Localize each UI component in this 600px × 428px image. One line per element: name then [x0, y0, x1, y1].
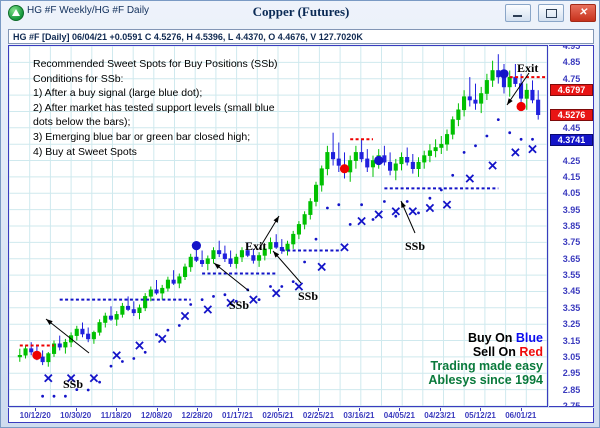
price-tick: 3.65 — [562, 253, 581, 264]
price-axis[interactable]: 4.95 4.85 4.75 4.45 4.25 4.15 4.05 3.95 3.85 3.75… — [549, 45, 594, 407]
buy-signal-dot — [191, 241, 201, 251]
quote-bar: HG #F [Daily] 06/04/21 +0.0591 C 4.5276,… — [8, 29, 594, 44]
chart-label-ssb-2: SSb — [298, 289, 319, 303]
date-tick-mark — [197, 408, 199, 411]
date-tick-label: 10/30/20 — [60, 411, 92, 420]
price-tick: 4.15 — [562, 171, 581, 182]
annotation-condition: dots below the bars); — [33, 116, 131, 129]
price-tick: 3.15 — [562, 335, 581, 346]
price-tick: 2.95 — [562, 368, 581, 379]
date-tick-mark — [278, 408, 279, 411]
date-tick-label: 01/17/21 — [221, 411, 254, 420]
date-axis[interactable]: 10/12/20 10/30/20 11/18/20 12/08/20 12/28/20… — [8, 408, 594, 423]
annotation-arrows — [45, 72, 530, 354]
date-tick-label: 04/23/21 — [424, 411, 456, 420]
price-tick: 3.45 — [562, 286, 581, 297]
date-tick-label: 12/28/20 — [181, 411, 213, 420]
chart-label-ssb-1: SSb — [229, 298, 250, 312]
quote-text: HG #F [Daily] 06/04/21 +0.0591 C 4.5276,… — [13, 32, 363, 42]
date-tick-mark — [439, 408, 441, 411]
price-bars — [17, 54, 541, 367]
date-tick-label: 04/05/21 — [383, 411, 415, 420]
sell-signal-dot — [516, 101, 526, 112]
date-tick-mark — [399, 408, 401, 411]
trade-signal-dots — [32, 69, 526, 360]
price-chart-plot[interactable] — [8, 45, 548, 407]
date-tick-label: 02/05/21 — [262, 411, 294, 420]
price-tick: 3.75 — [562, 237, 581, 248]
price-tick: 4.45 — [562, 122, 581, 133]
price-tick: 2.75 — [562, 401, 581, 407]
page-title: Copper (Futures) — [252, 4, 350, 19]
buy-signal-dot — [499, 69, 509, 79]
chart-label-ssb-3: SSb — [405, 239, 426, 253]
price-tick: 3.85 — [562, 221, 581, 231]
branding-legend: Buy On Blue Sell On Red Trading made eas… — [428, 331, 543, 387]
brand-company: Ablesys since 1994 — [428, 373, 543, 387]
support-level-tag[interactable]: 4.3741 — [550, 134, 593, 147]
chart-label-exit-5: Exit — [517, 61, 539, 75]
date-tick-mark — [75, 408, 77, 411]
chart-label-exit-4: Exit — [245, 239, 267, 253]
date-tick-label: 05/12/21 — [464, 411, 496, 420]
price-tick: 4.75 — [562, 73, 581, 84]
price-tick: 4.85 — [562, 57, 581, 68]
annotation-subheading: Conditions for SSb: — [33, 72, 124, 85]
ablesys-logo-icon — [8, 5, 24, 21]
date-tick-label: 12/08/20 — [141, 411, 173, 420]
sell-signal-dot — [32, 350, 42, 360]
candlestick-chart — [9, 46, 547, 406]
window-controls: ✕ — [503, 4, 596, 22]
price-tick: 4.25 — [562, 155, 581, 166]
price-tick: 4.95 — [562, 45, 581, 51]
stop-level-tag[interactable]: 4.6797 — [550, 84, 593, 97]
price-tick: 3.55 — [562, 270, 581, 281]
last-price-tag[interactable]: 4.5276 — [550, 109, 593, 122]
date-tick-label: 02/25/21 — [302, 411, 335, 420]
annotation-condition: 2) After market has tested support level… — [33, 101, 275, 114]
chart-label-ssb-0: SSb — [63, 377, 84, 391]
annotation-condition: 3) Emerging blue bar or green bar closed… — [33, 131, 251, 143]
price-tick: 3.25 — [562, 319, 581, 330]
date-tick-label: 11/18/20 — [100, 411, 132, 420]
price-tick: 3.05 — [562, 351, 581, 362]
date-tick-mark — [318, 408, 320, 411]
date-tick-mark — [156, 408, 158, 411]
date-tick-mark — [520, 408, 522, 411]
date-tick-mark — [35, 408, 37, 411]
annotation-condition: 1) After a buy signal (large blue dot); — [33, 87, 203, 100]
stop-level-lines — [19, 76, 547, 347]
date-tick-label: 03/16/21 — [343, 411, 375, 420]
brand-tagline: Trading made easy — [430, 359, 543, 373]
price-tick: 4.05 — [562, 188, 581, 199]
window-tab-title: HG #F Weekly/HG #F Daily — [27, 5, 150, 16]
annotation-heading: Recommended Sweet Spots for Buy Position… — [33, 58, 278, 70]
brand-line-buy: Buy On Blue — [467, 331, 543, 345]
date-tick-mark — [358, 408, 360, 411]
close-button[interactable]: ✕ — [570, 4, 596, 22]
date-tick-mark — [237, 408, 239, 411]
maximize-button[interactable] — [537, 4, 564, 22]
brand-line-sell: Sell On Red — [472, 345, 543, 359]
buy-signal-dot — [374, 155, 384, 166]
date-tick-mark — [480, 408, 482, 411]
date-tick-label: 10/12/20 — [19, 411, 51, 420]
price-tick: 3.95 — [562, 204, 581, 215]
date-tick-label: 06/01/21 — [505, 411, 537, 420]
price-tick: 3.35 — [562, 302, 581, 313]
sweet-spot-markers — [44, 144, 537, 383]
sell-signal-dot — [339, 164, 350, 174]
minimize-button[interactable] — [505, 4, 532, 22]
price-tick: 2.85 — [562, 384, 581, 395]
date-tick-mark — [116, 408, 118, 411]
annotation-condition: 4) Buy at Sweet Spots — [33, 145, 137, 158]
title-bar: HG #F Weekly/HG #F Daily Copper (Futures… — [1, 1, 600, 23]
